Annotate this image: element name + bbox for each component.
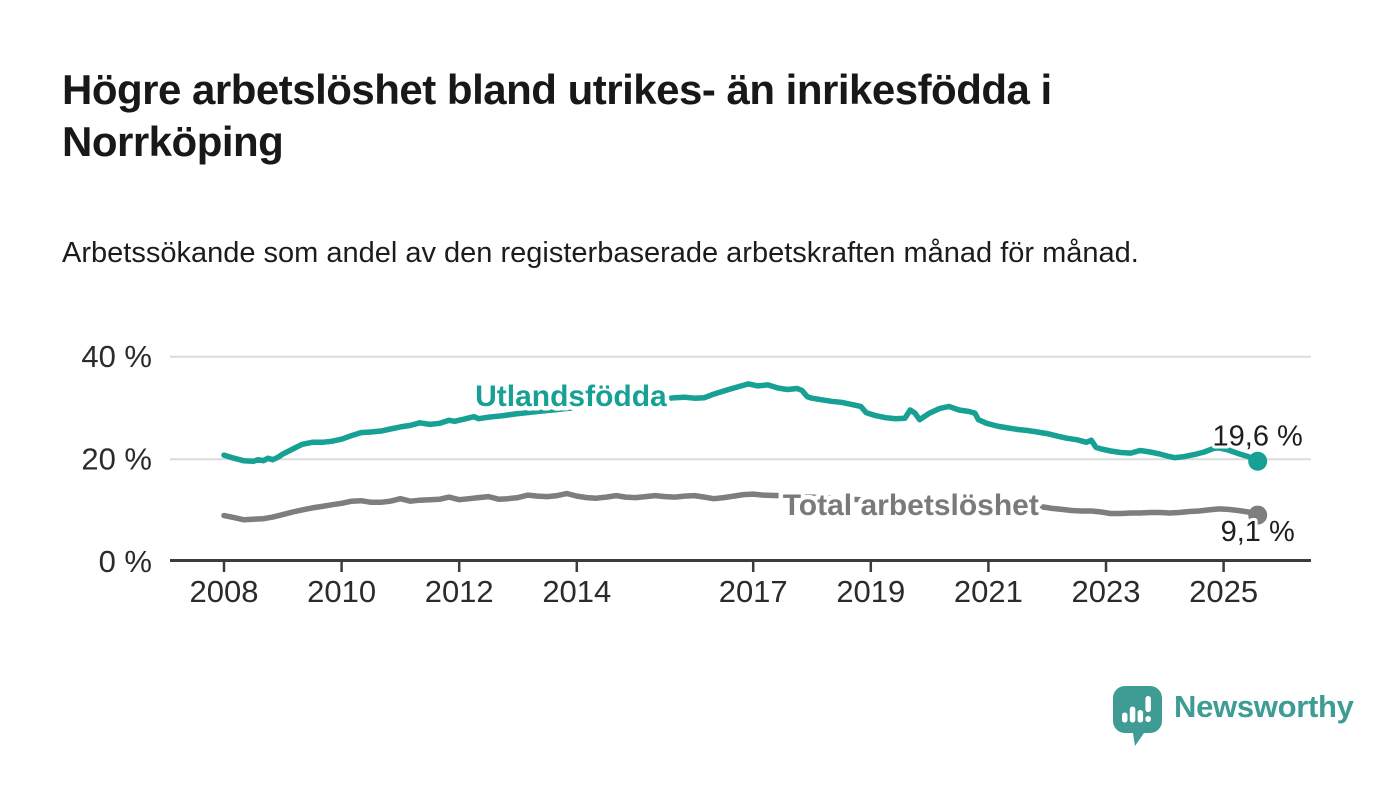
logo-bar-tall: [1129, 706, 1136, 723]
series-label-total-arbetsloshet: Total arbetslöshet: [783, 489, 1039, 522]
end-dot-utlandsfodda: [1248, 451, 1268, 471]
logo-exclamation-stem: [1145, 696, 1151, 712]
y-tick-label-0: 0 %: [99, 544, 152, 579]
newsworthy-wordmark: Newsworthy: [1174, 689, 1354, 724]
logo-exclamation-dot: [1145, 716, 1151, 722]
x-tick-label-2010: 2010: [307, 574, 376, 609]
end-dot-total-arbetsloshet: [1248, 505, 1268, 525]
series-label-utlandsfodda: Utlandsfödda: [475, 380, 667, 413]
x-tick-label-2012: 2012: [425, 574, 494, 609]
x-tick-label-2008: 2008: [190, 574, 259, 609]
x-tick-label-2025: 2025: [1189, 574, 1258, 609]
series-line-utlandsfodda: [221, 381, 1261, 465]
logo-bar-small: [1122, 712, 1128, 723]
y-tick-label-40: 40 %: [81, 339, 152, 374]
logo-speech-bubble: [1113, 686, 1162, 746]
logo-bar-medium: [1137, 710, 1144, 723]
x-tick-label-2023: 2023: [1072, 574, 1141, 609]
brand-footer: Newsworthy: [1113, 686, 1354, 748]
x-tick-label-2014: 2014: [542, 574, 611, 609]
x-tick-label-2017: 2017: [719, 574, 788, 609]
newsworthy-logo-icon: [1113, 686, 1162, 746]
x-tick-label-2019: 2019: [836, 574, 905, 609]
end-value-label-total-arbetsloshet: 9,1 %: [1221, 516, 1295, 548]
chart-subtitle: Arbetssökande som andel av den registerb…: [62, 237, 1139, 269]
x-tick-label-2021: 2021: [954, 574, 1023, 609]
y-tick-label-20: 20 %: [81, 442, 152, 477]
series-line-total-arbetsloshet: [221, 490, 1261, 523]
end-value-label-utlandsfodda: 19,6 %: [1213, 420, 1303, 452]
page-title: Högre arbetslöshet bland utrikes- än inr…: [62, 66, 1052, 165]
